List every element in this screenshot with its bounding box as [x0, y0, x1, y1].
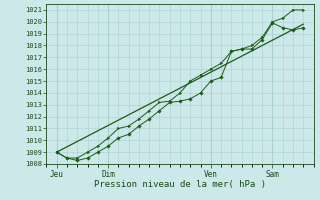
X-axis label: Pression niveau de la mer( hPa ): Pression niveau de la mer( hPa ) [94, 180, 266, 189]
